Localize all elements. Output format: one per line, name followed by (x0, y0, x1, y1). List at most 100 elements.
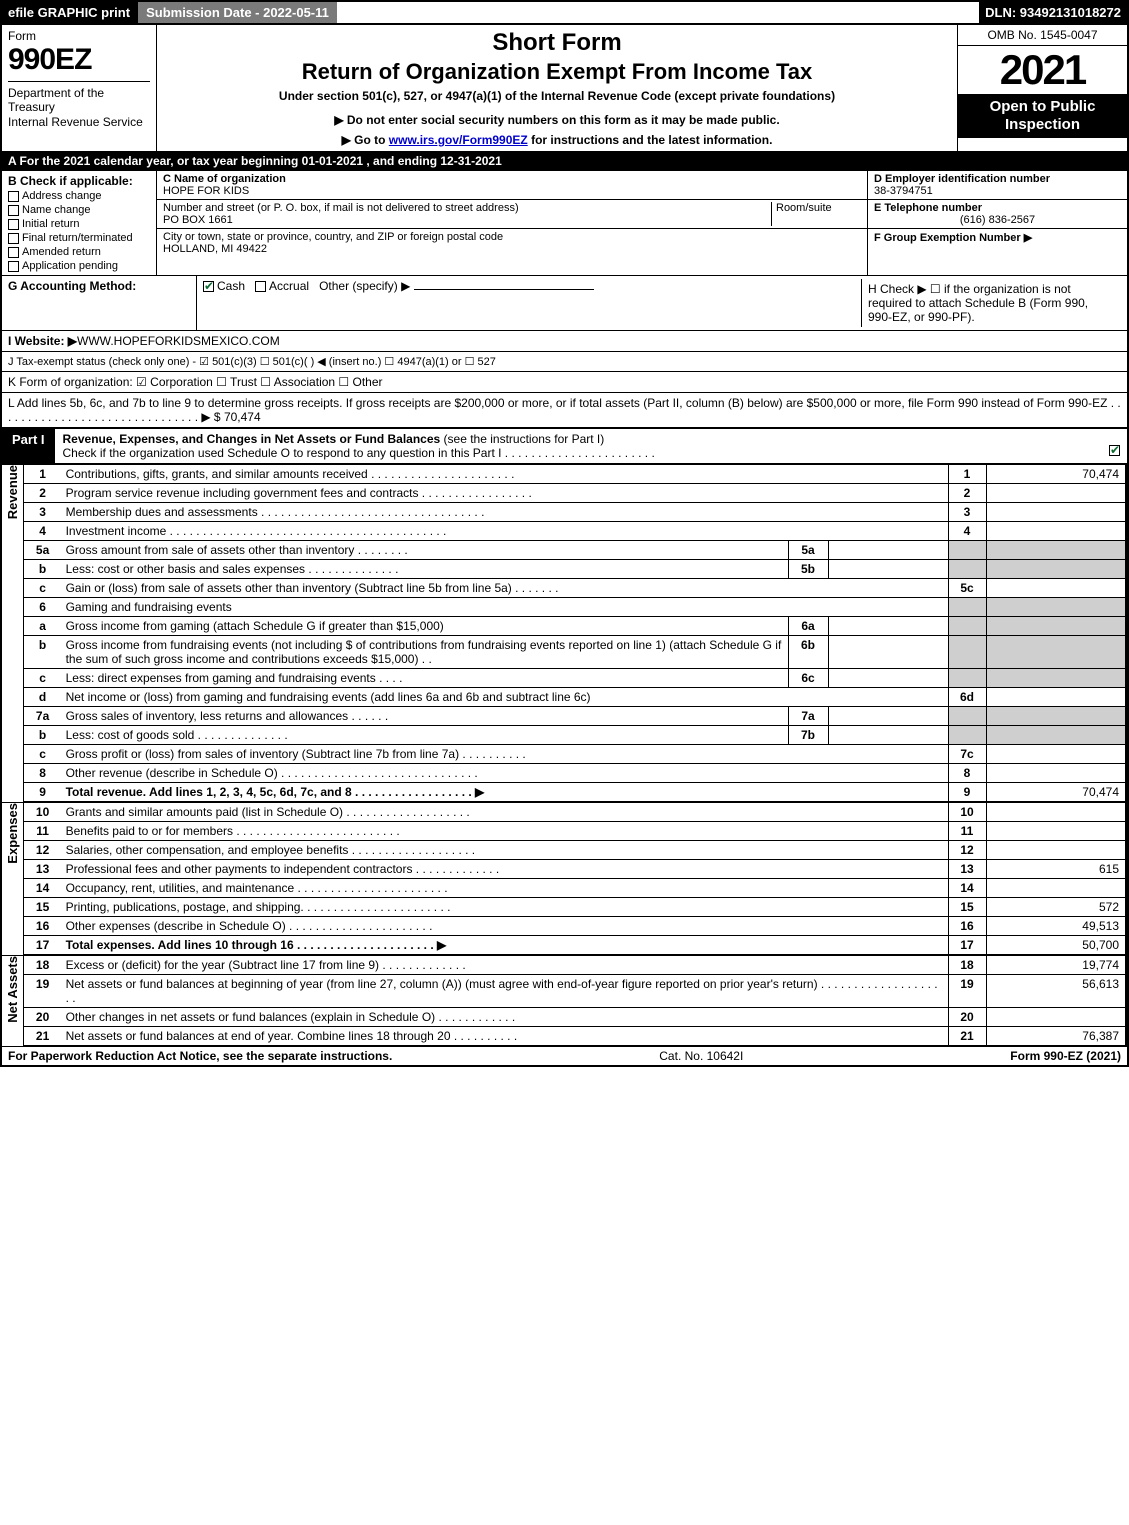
part1-header: Part I Revenue, Expenses, and Changes in… (0, 428, 1129, 465)
row-8: 8Other revenue (describe in Schedule O) … (24, 764, 1126, 783)
ein-val: 38-3794751 (874, 185, 933, 197)
part1-checkbox[interactable] (1105, 429, 1127, 463)
opt-name: Name change (22, 204, 91, 216)
row-6c: cLess: direct expenses from gaming and f… (24, 669, 1126, 688)
footer-right: Form 990-EZ (2021) (1010, 1049, 1121, 1063)
org-name: HOPE FOR KIDS (163, 185, 249, 197)
opt-pending: Application pending (22, 260, 118, 272)
row-6d: dNet income or (loss) from gaming and fu… (24, 688, 1126, 707)
g-label-text: G Accounting Method: (8, 279, 136, 293)
expenses-text: Expenses (5, 803, 20, 864)
street-label: Number and street (or P. O. box, if mail… (163, 202, 519, 214)
row-11: 11Benefits paid to or for members . . . … (24, 822, 1126, 841)
col-def: D Employer identification number 38-3794… (867, 171, 1127, 275)
chk-accrual[interactable] (255, 281, 266, 292)
row-2: 2Program service revenue including gover… (24, 484, 1126, 503)
chk-initial[interactable]: Initial return (8, 218, 150, 230)
row-6a: aGross income from gaming (attach Schedu… (24, 617, 1126, 636)
city-val: HOLLAND, MI 49422 (163, 243, 267, 255)
other-label: Other (specify) ▶ (319, 279, 410, 293)
omb-number: OMB No. 1545-0047 (958, 25, 1127, 46)
c-street-row: Number and street (or P. O. box, if mail… (157, 200, 867, 229)
part1-note: (see the instructions for Part I) (444, 432, 605, 446)
e-phone: E Telephone number (616) 836-2567 (868, 200, 1127, 229)
d-ein: D Employer identification number 38-3794… (868, 171, 1127, 200)
cash-label: Cash (217, 279, 245, 293)
row-gh: G Accounting Method: Cash Accrual Other … (0, 276, 1129, 331)
f-group: F Group Exemption Number ▶ (868, 229, 1127, 246)
g-opts: Cash Accrual Other (specify) ▶ H Check ▶… (197, 276, 1127, 330)
col-c: C Name of organization HOPE FOR KIDS Num… (157, 171, 867, 275)
row-6b: bGross income from fundraising events (n… (24, 636, 1126, 669)
opt-final: Final return/terminated (22, 232, 133, 244)
group-label: F Group Exemption Number ▶ (874, 232, 1032, 244)
row-13: 13Professional fees and other payments t… (24, 860, 1126, 879)
part1-tag: Part I (2, 429, 55, 463)
line-a: A For the 2021 calendar year, or tax yea… (0, 151, 1129, 171)
chk-cash[interactable] (203, 281, 214, 292)
c-name-label: C Name of organization (163, 173, 286, 185)
street-val: PO BOX 1661 (163, 214, 233, 226)
dln: DLN: 93492131018272 (979, 2, 1127, 23)
phone-val: (616) 836-2567 (874, 214, 1121, 226)
title-short-form: Short Form (165, 29, 949, 57)
line-i: I Website: ▶WWW.HOPEFORKIDSMEXICO.COM (0, 331, 1129, 352)
row-7c: cGross profit or (loss) from sales of in… (24, 745, 1126, 764)
chk-address-change[interactable]: Address change (8, 190, 150, 202)
accrual-label: Accrual (269, 279, 309, 293)
tax-year: 2021 (958, 46, 1127, 94)
header-mid: Short Form Return of Organization Exempt… (157, 25, 957, 151)
revenue-section: Revenue 1Contributions, gifts, grants, a… (0, 465, 1129, 802)
row-19: 19Net assets or fund balances at beginni… (24, 975, 1126, 1008)
row-6: 6Gaming and fundraising events (24, 598, 1126, 617)
row-18: 18Excess or (deficit) for the year (Subt… (24, 956, 1126, 975)
c-name-row: C Name of organization HOPE FOR KIDS (157, 171, 867, 200)
netassets-text: Net Assets (5, 956, 20, 1023)
ein-label: D Employer identification number (874, 173, 1050, 185)
row-12: 12Salaries, other compensation, and empl… (24, 841, 1126, 860)
line-k: K Form of organization: ☑ Corporation ☐ … (0, 372, 1129, 393)
b-head: B Check if applicable: (8, 174, 150, 188)
form-header: Form 990EZ Department of the Treasury In… (0, 25, 1129, 151)
subtitle: Under section 501(c), 527, or 4947(a)(1)… (165, 89, 949, 103)
opt-address: Address change (22, 190, 102, 202)
row-7a: 7aGross sales of inventory, less returns… (24, 707, 1126, 726)
phone-label: E Telephone number (874, 202, 982, 214)
row-5b: bLess: cost or other basis and sales exp… (24, 560, 1126, 579)
row-21: 21Net assets or fund balances at end of … (24, 1027, 1126, 1046)
chk-pending[interactable]: Application pending (8, 260, 150, 272)
l17-desc: Total expenses. Add lines 10 through 16 … (66, 938, 447, 952)
expenses-table: 10Grants and similar amounts paid (list … (24, 803, 1127, 955)
goto-post: for instructions and the latest informat… (528, 133, 773, 147)
i-label: I Website: ▶ (8, 334, 77, 348)
irs-link[interactable]: www.irs.gov/Form990EZ (389, 133, 528, 147)
row-7b: bLess: cost of goods sold . . . . . . . … (24, 726, 1126, 745)
part1-check: Check if the organization used Schedule … (63, 446, 655, 460)
header-left: Form 990EZ Department of the Treasury In… (2, 25, 157, 151)
chk-final[interactable]: Final return/terminated (8, 232, 150, 244)
netassets-section: Net Assets 18Excess or (deficit) for the… (0, 955, 1129, 1046)
b-head-text: B Check if applicable: (8, 174, 133, 188)
row-1: 1Contributions, gifts, grants, and simil… (24, 465, 1126, 484)
goto-pre: ▶ Go to (342, 133, 389, 147)
row-14: 14Occupancy, rent, utilities, and mainte… (24, 879, 1126, 898)
expenses-label: Expenses (2, 803, 24, 955)
room-suite: Room/suite (771, 202, 861, 226)
form-label: Form (8, 29, 150, 43)
department: Department of the Treasury Internal Reve… (8, 81, 150, 129)
row-3: 3Membership dues and assessments . . . .… (24, 503, 1126, 522)
row-16: 16Other expenses (describe in Schedule O… (24, 917, 1126, 936)
open-inspection: Open to Public Inspection (958, 94, 1127, 138)
line-l: L Add lines 5b, 6c, and 7b to line 9 to … (0, 393, 1129, 428)
other-input[interactable] (414, 289, 594, 290)
opt-initial: Initial return (22, 218, 79, 230)
efile-label[interactable]: efile GRAPHIC print (2, 2, 136, 23)
chk-name-change[interactable]: Name change (8, 204, 150, 216)
page-footer: For Paperwork Reduction Act Notice, see … (0, 1046, 1129, 1067)
form-number: 990EZ (8, 43, 150, 77)
chk-amended[interactable]: Amended return (8, 246, 150, 258)
footer-left: For Paperwork Reduction Act Notice, see … (8, 1049, 392, 1063)
part1-text: Revenue, Expenses, and Changes in Net As… (55, 429, 1105, 463)
note-goto: ▶ Go to www.irs.gov/Form990EZ for instru… (165, 133, 949, 147)
row-4: 4Investment income . . . . . . . . . . .… (24, 522, 1126, 541)
